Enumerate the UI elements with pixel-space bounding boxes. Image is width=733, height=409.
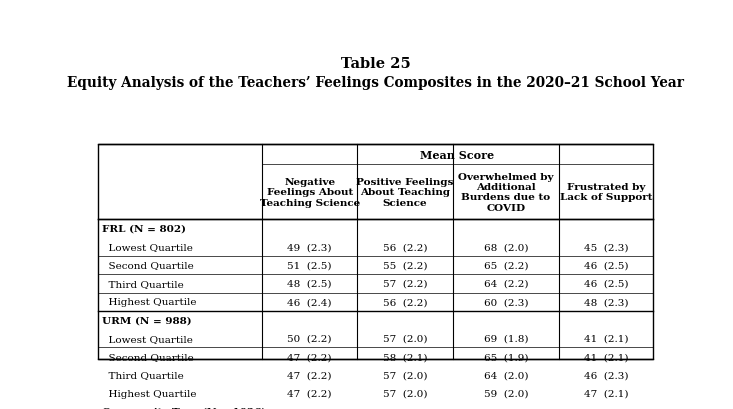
Text: URM (N = 988): URM (N = 988) xyxy=(102,316,191,325)
Text: Third Quartile: Third Quartile xyxy=(102,279,183,288)
Text: Mean Score: Mean Score xyxy=(421,149,495,160)
Text: 46  (2.3): 46 (2.3) xyxy=(583,371,628,380)
Text: 64  (2.2): 64 (2.2) xyxy=(484,279,528,288)
Text: 48  (2.5): 48 (2.5) xyxy=(287,279,332,288)
Text: Highest Quartile: Highest Quartile xyxy=(102,297,196,306)
Text: 41  (2.1): 41 (2.1) xyxy=(583,334,628,343)
Text: Second Quartile: Second Quartile xyxy=(102,261,194,270)
Text: Positive Feelings
About Teaching
Science: Positive Feelings About Teaching Science xyxy=(356,178,454,207)
Text: 65  (2.2): 65 (2.2) xyxy=(484,261,528,270)
Text: 51  (2.5): 51 (2.5) xyxy=(287,261,332,270)
Text: Table 25: Table 25 xyxy=(341,57,410,71)
Text: 46  (2.5): 46 (2.5) xyxy=(583,279,628,288)
Text: 49  (2.3): 49 (2.3) xyxy=(287,243,332,252)
Text: 60  (2.3): 60 (2.3) xyxy=(484,297,528,306)
Text: Frustrated by
Lack of Support: Frustrated by Lack of Support xyxy=(560,182,652,202)
Text: 41  (2.1): 41 (2.1) xyxy=(583,352,628,361)
Text: 46  (2.4): 46 (2.4) xyxy=(287,297,332,306)
Text: Negative
Feelings About
Teaching Science: Negative Feelings About Teaching Science xyxy=(259,178,360,207)
Text: Second Quartile: Second Quartile xyxy=(102,352,194,361)
Text: Community Type (N = 1026): Community Type (N = 1026) xyxy=(102,407,266,409)
Text: Highest Quartile: Highest Quartile xyxy=(102,389,196,398)
Text: 48  (2.3): 48 (2.3) xyxy=(583,297,628,306)
Text: FRL (N = 802): FRL (N = 802) xyxy=(102,225,186,234)
Text: 46  (2.5): 46 (2.5) xyxy=(583,261,628,270)
Text: 55  (2.2): 55 (2.2) xyxy=(383,261,427,270)
Text: Third Quartile: Third Quartile xyxy=(102,371,183,380)
Text: 56  (2.2): 56 (2.2) xyxy=(383,243,427,252)
Text: Lowest Quartile: Lowest Quartile xyxy=(102,243,193,252)
Text: 57  (2.0): 57 (2.0) xyxy=(383,389,427,398)
Text: Equity Analysis of the Teachers’ Feelings Composites in the 2020–21 School Year: Equity Analysis of the Teachers’ Feeling… xyxy=(67,76,684,90)
Text: 58  (2.1): 58 (2.1) xyxy=(383,352,427,361)
Text: 47  (2.2): 47 (2.2) xyxy=(287,389,332,398)
Text: 50  (2.2): 50 (2.2) xyxy=(287,334,332,343)
Text: 64  (2.0): 64 (2.0) xyxy=(484,371,528,380)
Text: 65  (1.9): 65 (1.9) xyxy=(484,352,528,361)
Text: 47  (2.2): 47 (2.2) xyxy=(287,352,332,361)
Text: 68  (2.0): 68 (2.0) xyxy=(484,243,528,252)
Text: 56  (2.2): 56 (2.2) xyxy=(383,297,427,306)
Text: 59  (2.0): 59 (2.0) xyxy=(484,389,528,398)
Text: 57  (2.2): 57 (2.2) xyxy=(383,279,427,288)
Bar xyxy=(98,145,653,359)
Text: 57  (2.0): 57 (2.0) xyxy=(383,334,427,343)
Text: 47  (2.1): 47 (2.1) xyxy=(583,389,628,398)
Text: 69  (1.8): 69 (1.8) xyxy=(484,334,528,343)
Text: 47  (2.2): 47 (2.2) xyxy=(287,371,332,380)
Text: Overwhelmed by
Additional
Burdens due to
COVID: Overwhelmed by Additional Burdens due to… xyxy=(458,172,553,212)
Text: 57  (2.0): 57 (2.0) xyxy=(383,371,427,380)
Text: Lowest Quartile: Lowest Quartile xyxy=(102,334,193,343)
Text: 45  (2.3): 45 (2.3) xyxy=(583,243,628,252)
